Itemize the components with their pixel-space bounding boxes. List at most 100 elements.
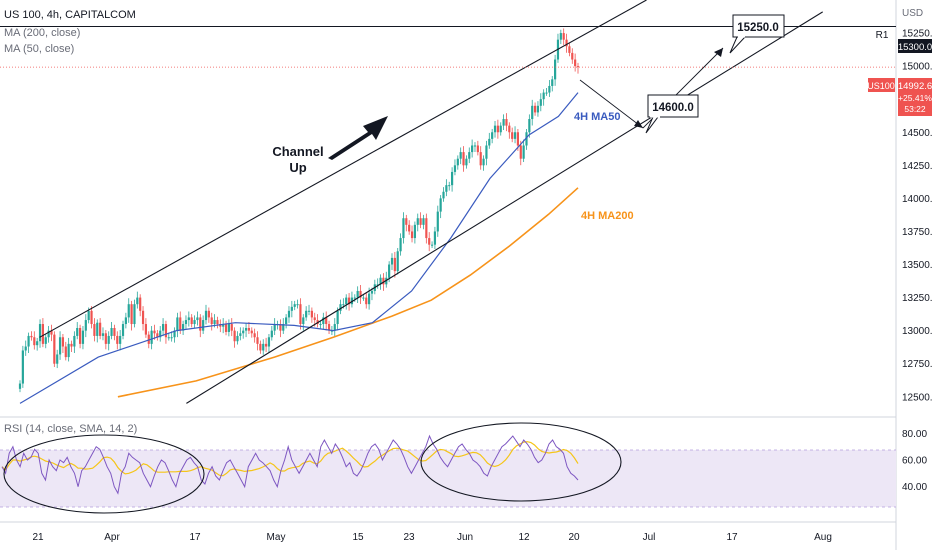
candle-body xyxy=(353,297,356,299)
candle-body xyxy=(202,320,205,331)
candle-body xyxy=(81,330,85,344)
candle-body xyxy=(376,284,379,286)
candle-body xyxy=(113,328,116,336)
candle-body xyxy=(330,330,334,332)
candle-body xyxy=(436,211,439,232)
projection-arrowhead-up xyxy=(714,48,723,57)
last-price-text: 14992.6 xyxy=(898,81,932,92)
rsi-highlight-ellipse-right[interactable] xyxy=(420,422,622,502)
candle-body xyxy=(290,306,293,311)
candle-body xyxy=(356,290,359,298)
candle-body xyxy=(287,310,291,318)
rsi-axis-ticks: 80.00 60.00 40.00 xyxy=(902,429,927,493)
rsi-tick-label: 60.00 xyxy=(902,456,927,467)
price-tick-label: 15250.0 xyxy=(902,29,932,40)
time-tick-label: May xyxy=(267,532,286,543)
channel-lower-line[interactable] xyxy=(186,11,823,404)
candle-body xyxy=(279,324,282,331)
ma200-label: 4H MA200 xyxy=(581,210,634,222)
candle-body xyxy=(236,335,239,342)
candle-body xyxy=(133,304,136,325)
candle-body xyxy=(99,322,102,336)
countdown-text: 53:22 xyxy=(904,104,926,114)
candle-body xyxy=(256,337,259,344)
candle-body xyxy=(554,59,557,80)
rsi-highlight-ellipse-left[interactable] xyxy=(3,434,205,514)
candle-body xyxy=(576,66,580,68)
candle-body xyxy=(53,334,56,364)
candle-body xyxy=(347,297,351,305)
price-tick-label: 14250.0 xyxy=(902,161,932,172)
candle-body xyxy=(468,152,471,159)
target-low-label: 14600.0 xyxy=(652,102,694,114)
candle-body xyxy=(161,324,165,331)
candle-body xyxy=(33,337,36,346)
symbol-tag xyxy=(868,78,895,92)
candle-body xyxy=(442,191,445,199)
candle-body xyxy=(139,297,142,311)
price-tick-label: 14500.0 xyxy=(902,128,932,139)
candle-body xyxy=(127,304,130,318)
candle-body xyxy=(239,333,242,336)
candle-body xyxy=(310,310,313,318)
candle-body xyxy=(41,324,44,344)
target-low-callout[interactable]: 14600.0 xyxy=(645,94,699,134)
r1-value-tag xyxy=(898,39,932,53)
candle-body xyxy=(319,324,322,326)
candle-body xyxy=(170,337,173,339)
time-tick-label: Apr xyxy=(104,532,120,543)
rsi-ma-line xyxy=(1,441,579,477)
candle-body xyxy=(479,152,482,166)
candle-body xyxy=(262,343,265,351)
candle-body xyxy=(87,310,90,321)
candle-body xyxy=(382,277,385,285)
candle-body xyxy=(405,218,408,225)
candle-body xyxy=(313,317,316,321)
candle-body xyxy=(465,158,468,166)
candle-body xyxy=(150,330,153,344)
candle-body xyxy=(393,257,396,272)
candle-body xyxy=(210,317,213,325)
candle-body xyxy=(24,346,27,351)
candle-body xyxy=(67,343,70,358)
candle-body xyxy=(84,320,87,331)
candle-body xyxy=(27,335,30,347)
ma50-label: 4H MA50 xyxy=(574,111,620,123)
candle-body xyxy=(519,145,522,159)
r1-label: R1 xyxy=(876,30,889,41)
candle-body xyxy=(250,330,253,334)
candle-body xyxy=(545,92,548,94)
candle-body xyxy=(124,317,127,325)
candle-body xyxy=(559,33,562,40)
channel-label-line2: Up xyxy=(289,160,306,175)
candle-body xyxy=(167,337,170,339)
channel-up-arrow[interactable] xyxy=(328,116,388,160)
candle-body xyxy=(164,324,168,338)
candle-body xyxy=(551,79,554,86)
candle-body xyxy=(574,59,577,67)
candle-body xyxy=(516,132,520,146)
target-high-callout[interactable]: 15250.0 xyxy=(729,14,785,54)
candle-body xyxy=(219,324,222,327)
price-tick-label: 12750.0 xyxy=(902,359,932,370)
candle-body xyxy=(50,330,53,335)
candle-body xyxy=(422,218,425,225)
candle-body xyxy=(402,218,405,239)
candle-body xyxy=(302,317,305,325)
channel-upper-line[interactable] xyxy=(39,0,647,338)
candle-body xyxy=(410,231,414,239)
ma200-line xyxy=(117,187,579,398)
candle-body xyxy=(242,330,245,334)
candle-body xyxy=(184,320,188,325)
candle-body xyxy=(30,335,33,338)
candle-body xyxy=(505,119,508,126)
candle-body xyxy=(224,324,228,332)
candle-body xyxy=(433,231,437,245)
change-pct-text: +25.41% xyxy=(898,93,932,103)
candle-body xyxy=(456,158,459,166)
candle-body xyxy=(70,343,73,347)
candle-body xyxy=(182,324,185,331)
candle-body xyxy=(476,145,479,153)
candle-body xyxy=(216,320,219,325)
candle-body xyxy=(362,297,365,299)
